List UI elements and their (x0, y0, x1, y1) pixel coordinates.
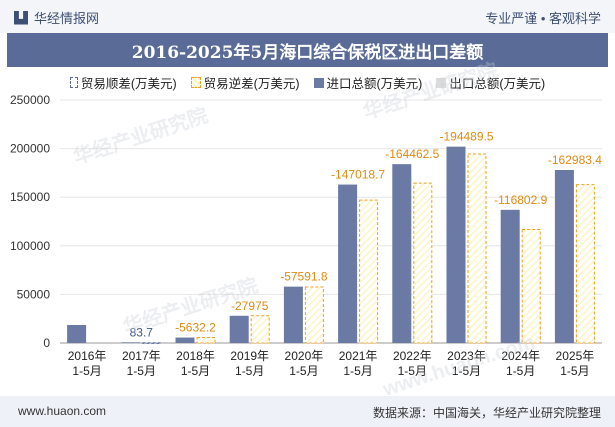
x-tick-label-line: 2019年 (230, 349, 269, 363)
x-tick-label: 2016年 1-5月 (68, 349, 107, 378)
x-tick-label-line: 1-5月 (72, 364, 101, 378)
x-tick-label-line: 1-5月 (289, 364, 318, 378)
footer: www.huaon.com 数据来源：中国海关，华经产业研究院整理 (0, 396, 615, 427)
top-bar: 华经情报网 专业严谨 • 客观科学 (0, 0, 615, 33)
x-tick-label: 2019年 1-5月 (230, 349, 269, 378)
brand-logo-icon (14, 10, 28, 25)
x-tick-label-line: 1-5月 (560, 364, 589, 378)
legend-swatch-deficit (190, 77, 201, 88)
import-bar (67, 325, 87, 343)
x-tick-label: 2025年 1-5月 (556, 349, 595, 378)
import-bar (283, 286, 303, 343)
x-tick-label: 2017年 1-5月 (122, 349, 161, 378)
y-tick-label: 250000 (10, 93, 50, 107)
legend-item-deficit: 贸易逆差(万美元) (190, 73, 300, 92)
legend-label-deficit: 贸易逆差(万美元) (203, 77, 300, 91)
data-label: -57591.8 (280, 270, 328, 284)
data-label: -162983.4 (548, 153, 602, 167)
x-tick-label-line: 2023年 (447, 349, 486, 363)
x-tick-label-line: 2024年 (501, 349, 540, 363)
legend-label-surplus: 贸易顺差(万美元) (80, 77, 177, 91)
x-tick-label-line: 1-5月 (235, 364, 264, 378)
import-bar (338, 184, 358, 343)
deficit-bar (575, 184, 595, 344)
legend-item-export: 出口总额(万美元) (436, 73, 545, 92)
x-tick-label: 2020年 1-5月 (285, 349, 324, 378)
brand[interactable]: 华经情报网 (14, 8, 99, 27)
deficit-bar (196, 337, 216, 344)
data-label: 83.7 (130, 325, 154, 339)
y-tick-label: 100000 (10, 239, 50, 253)
x-tick-label-line: 1-5月 (452, 364, 481, 378)
legend-swatch-surplus (69, 77, 78, 88)
deficit-bar (467, 153, 487, 344)
footer-source: 数据来源：中国海关，华经产业研究院整理 (372, 406, 601, 420)
chart-title: 2016-2025年5月海口综合保税区进出口差额 (7, 33, 608, 67)
import-bar (392, 164, 412, 343)
y-tick-label: 200000 (10, 142, 50, 156)
deficit-bar (521, 228, 541, 344)
import-bar (229, 315, 249, 343)
y-tick-label: 150000 (10, 190, 50, 204)
x-tick-label-line: 1-5月 (506, 364, 535, 378)
x-tick-label-line: 2018年 (176, 349, 215, 363)
x-tick-label: 2023年 1-5月 (447, 349, 486, 378)
x-tick-label-line: 1-5月 (127, 364, 156, 378)
y-tick-label: 50000 (17, 287, 51, 301)
brand-name: 华经情报网 (34, 11, 100, 26)
y-tick-label: 0 (43, 336, 50, 350)
deficit-bar (304, 286, 324, 344)
import-bar (554, 169, 574, 343)
x-tick-label-line: 2016年 (68, 349, 107, 363)
legend-item-import: 进口总额(万美元) (313, 73, 423, 92)
legend-item-surplus: 贸易顺差(万美元) (69, 73, 177, 92)
x-tick-label-line: 2020年 (285, 349, 324, 363)
data-label: -164462.5 (385, 147, 439, 161)
surplus-bar (142, 342, 162, 344)
deficit-bar (250, 315, 270, 344)
x-tick-label-line: 1-5月 (181, 364, 210, 378)
x-tick-label: 2021年 1-5月 (339, 349, 378, 378)
import-bar (446, 146, 466, 343)
legend-label-import: 进口总额(万美元) (326, 77, 423, 91)
legend-swatch-import (313, 77, 324, 88)
x-tick-label-line: 2017年 (122, 349, 161, 363)
import-bar (175, 337, 195, 343)
x-tick-label-line: 1-5月 (398, 364, 427, 378)
x-tick-label: 2024年 1-5月 (501, 349, 540, 378)
x-tick-label-line: 2025年 (556, 349, 595, 363)
import-bar (500, 209, 520, 343)
data-label: -27975 (231, 299, 269, 313)
x-tick-label-line: 2022年 (393, 349, 432, 363)
footer-website[interactable]: www.huaon.com (18, 404, 107, 418)
deficit-bar (359, 199, 379, 344)
tagline: 专业严谨 • 客观科学 (485, 11, 601, 26)
x-tick-label-line: 2021年 (339, 349, 378, 363)
data-label: -116802.9 (494, 193, 547, 207)
data-label: -194489.5 (439, 130, 493, 144)
import-bar (121, 342, 141, 343)
chart-legend: 贸易顺差(万美元) 贸易逆差(万美元) 进口总额(万美元) 出口总额(万美元) (0, 73, 615, 92)
x-tick-label-line: 1-5月 (343, 364, 372, 378)
deficit-bar (413, 182, 433, 344)
x-tick-label: 2018年 1-5月 (176, 349, 215, 378)
data-label: -147018.7 (331, 168, 385, 182)
legend-swatch-export (436, 77, 447, 88)
x-tick-label: 2022年 1-5月 (393, 349, 432, 378)
data-label: -5632.2 (175, 321, 216, 335)
legend-label-export: 出口总额(万美元) (449, 77, 546, 91)
export-bar (142, 342, 162, 343)
